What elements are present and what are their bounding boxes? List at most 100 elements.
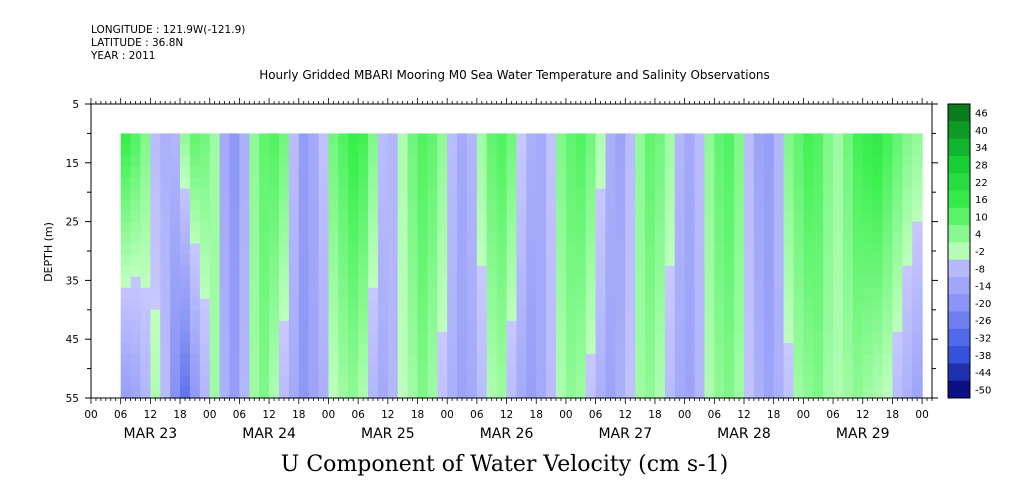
heatmap-cell — [427, 375, 438, 388]
heatmap-cell — [377, 364, 389, 377]
header-latitude: LATITUDE : 36.8N — [91, 37, 184, 49]
heatmap-cell — [259, 364, 270, 377]
heatmap-cell — [516, 342, 527, 355]
heatmap-cell — [427, 254, 438, 267]
heatmap-cell — [437, 364, 448, 377]
colorbar-swatch — [948, 294, 970, 313]
heatmap-cell — [249, 210, 260, 223]
heatmap-cell — [912, 210, 923, 223]
heatmap-cell — [140, 265, 151, 278]
heatmap-cell — [229, 364, 241, 377]
heatmap-cell — [377, 177, 389, 190]
heatmap-cell — [744, 188, 755, 201]
heatmap-cell — [516, 199, 527, 212]
heatmap-cell — [229, 177, 241, 190]
heatmap-cell — [239, 276, 250, 289]
heatmap-cell — [209, 177, 221, 190]
heatmap-cell — [842, 342, 854, 355]
heatmap-cell — [506, 331, 518, 344]
x-hour-tick-label: 00 — [441, 409, 454, 421]
heatmap-cell — [605, 320, 616, 333]
heatmap-cell — [140, 298, 151, 311]
heatmap-cell — [803, 386, 814, 399]
heatmap-cell — [793, 353, 804, 366]
heatmap-cell — [437, 232, 448, 245]
heatmap-cell — [417, 254, 428, 267]
heatmap-cell — [219, 155, 231, 168]
heatmap-cell — [763, 210, 775, 223]
heatmap-cell — [506, 221, 518, 234]
heatmap-cell — [229, 342, 241, 355]
heatmap-cell — [229, 386, 241, 399]
heatmap-cell — [486, 210, 498, 223]
heatmap-cell — [546, 375, 557, 388]
heatmap-cell — [209, 199, 221, 212]
heatmap-cell — [239, 386, 250, 399]
heatmap-cell — [328, 331, 339, 344]
heatmap-cell — [645, 331, 656, 344]
heatmap-cell — [912, 144, 923, 157]
heatmap-cell — [783, 375, 795, 388]
heatmap-cell — [684, 254, 696, 267]
heatmap-cell — [466, 210, 478, 223]
heatmap-cell — [565, 155, 577, 168]
heatmap-cell — [684, 243, 696, 256]
heatmap-cell — [892, 144, 903, 157]
heatmap-cell — [763, 386, 775, 399]
heatmap-cell — [338, 155, 349, 168]
heatmap-cell — [150, 298, 161, 311]
heatmap-cell — [328, 353, 339, 366]
heatmap-cell — [753, 188, 765, 201]
heatmap-cell — [546, 243, 557, 256]
heatmap-cell — [714, 364, 725, 377]
heatmap-cell — [645, 133, 656, 146]
heatmap-cell — [199, 331, 211, 344]
heatmap-cell — [773, 210, 785, 223]
heatmap-cell — [328, 375, 339, 388]
heatmap-cell — [813, 342, 824, 355]
heatmap-cell — [496, 331, 508, 344]
heatmap-cell — [170, 298, 181, 311]
heatmap-cell — [288, 309, 300, 322]
heatmap-cell — [269, 298, 280, 311]
heatmap-cell — [763, 232, 775, 245]
heatmap-cell — [308, 210, 320, 223]
heatmap-cell — [259, 188, 270, 201]
heatmap-cell — [556, 199, 567, 212]
heatmap-cell — [526, 298, 537, 311]
heatmap-cell — [189, 276, 201, 289]
heatmap-cell — [744, 166, 755, 179]
heatmap-cell — [862, 243, 874, 256]
colorbar-label: -32 — [975, 333, 991, 344]
heatmap-cell — [170, 331, 181, 344]
heatmap-cell — [308, 386, 320, 399]
heatmap-cell — [892, 298, 903, 311]
heatmap-cell — [318, 188, 330, 201]
heatmap-cell — [120, 265, 132, 278]
heatmap-cell — [397, 298, 409, 311]
heatmap-cell — [882, 199, 894, 212]
heatmap-cell — [803, 177, 814, 190]
heatmap-cell — [753, 221, 765, 234]
heatmap-cell — [397, 221, 409, 234]
heatmap-cell — [823, 254, 834, 267]
heatmap-cell — [734, 298, 745, 311]
heatmap-cell — [565, 188, 577, 201]
heatmap-cell — [635, 166, 646, 179]
heatmap-cell — [506, 276, 518, 289]
heatmap-cell — [694, 243, 706, 256]
heatmap-cell — [753, 353, 765, 366]
heatmap-cell — [348, 375, 359, 388]
heatmap-cell — [734, 177, 745, 190]
heatmap-cell — [180, 375, 191, 388]
heatmap-cell — [773, 309, 785, 322]
heatmap-cell — [437, 331, 448, 344]
heatmap-cell — [783, 320, 795, 333]
heatmap-cell — [170, 133, 181, 146]
heatmap-cell — [437, 342, 448, 355]
heatmap-cell — [219, 309, 231, 322]
heatmap-cell — [872, 199, 884, 212]
heatmap-cell — [219, 353, 231, 366]
heatmap-cell — [813, 309, 824, 322]
